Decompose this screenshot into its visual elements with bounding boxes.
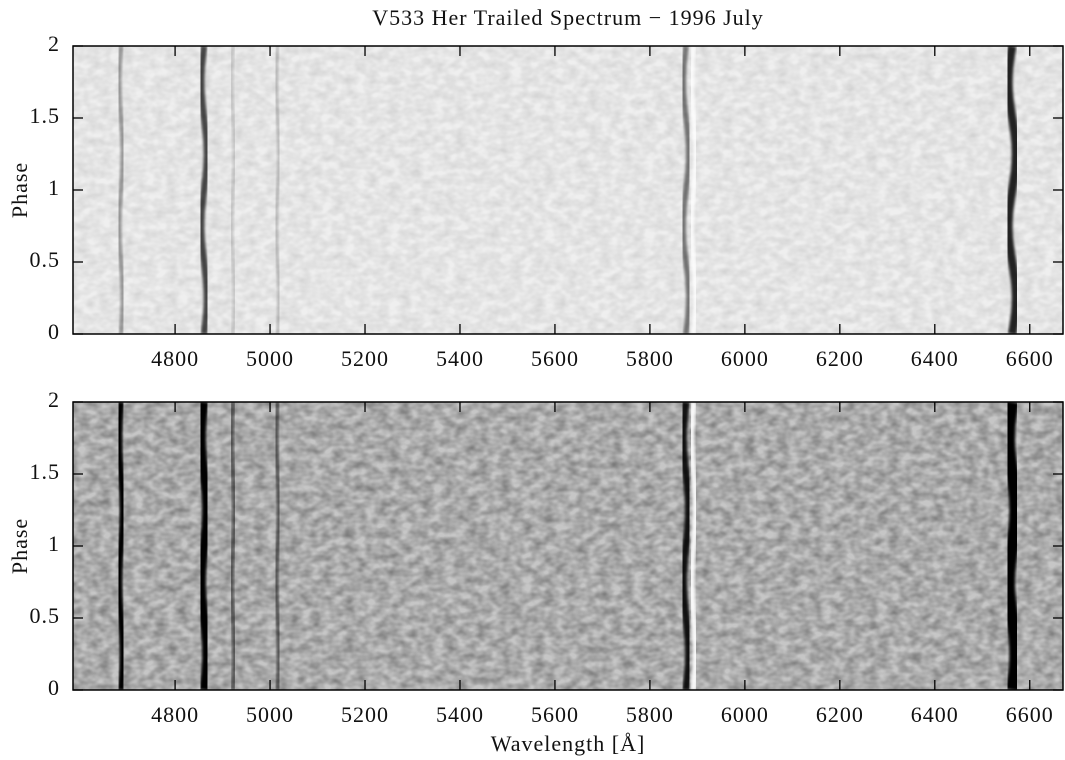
y-axis-label: Phase [7, 162, 32, 218]
x-tick-label: 6400 [911, 346, 959, 371]
x-tick-label: 6000 [721, 346, 769, 371]
y-axis-label: Phase [7, 518, 32, 574]
x-tick-label: 5600 [531, 346, 579, 371]
x-tick-label: 5400 [436, 702, 484, 727]
x-tick-label: 6600 [1006, 346, 1054, 371]
y-tick-label: 1 [48, 531, 60, 556]
emission-line [196, 402, 212, 690]
emission-line [680, 46, 692, 334]
emission-line [689, 46, 698, 334]
y-tick-label: 1.5 [30, 103, 61, 128]
x-tick-label: 5800 [626, 346, 674, 371]
y-tick-label: 2 [48, 387, 60, 412]
y-tick-label: 2 [48, 31, 60, 56]
x-tick-label: 5200 [341, 702, 389, 727]
emission-line [229, 46, 237, 334]
emission-line [1004, 46, 1021, 334]
y-tick-label: 0.5 [30, 247, 61, 272]
image [73, 46, 1063, 334]
x-tick-label: 6600 [1006, 702, 1054, 727]
x-tick-label: 5800 [626, 702, 674, 727]
x-axis-label: Wavelength [Å] [491, 731, 646, 756]
x-tick-label: 6400 [911, 702, 959, 727]
x-tick-label: 5000 [246, 702, 294, 727]
emission-line [679, 402, 693, 690]
noise [73, 46, 1063, 334]
x-tick-label: 6000 [721, 702, 769, 727]
emission-line [274, 46, 281, 334]
x-tick-label: 5000 [246, 346, 294, 371]
y-tick-label: 1.5 [30, 459, 61, 484]
x-tick-label: 5400 [436, 346, 484, 371]
x-tick-label: 4800 [151, 346, 199, 371]
x-tick-label: 6200 [816, 346, 864, 371]
emission-line [197, 46, 211, 334]
emission-line [116, 46, 126, 334]
image [73, 402, 1063, 690]
emission-line [229, 402, 237, 690]
x-tick-label: 5600 [531, 702, 579, 727]
y-tick-label: 0 [48, 319, 60, 344]
emission-line [688, 402, 699, 690]
emission-line [273, 402, 282, 690]
emission-line [1001, 402, 1023, 690]
x-tick-label: 6200 [816, 702, 864, 727]
emission-line [115, 402, 127, 690]
y-tick-label: 0.5 [30, 603, 61, 628]
y-tick-label: 1 [48, 175, 60, 200]
x-tick-label: 5200 [341, 346, 389, 371]
y-tick-label: 0 [48, 675, 60, 700]
x-tick-label: 4800 [151, 702, 199, 727]
noise [73, 402, 1063, 690]
chart-title: V533 Her Trailed Spectrum − 1996 July [372, 5, 764, 30]
